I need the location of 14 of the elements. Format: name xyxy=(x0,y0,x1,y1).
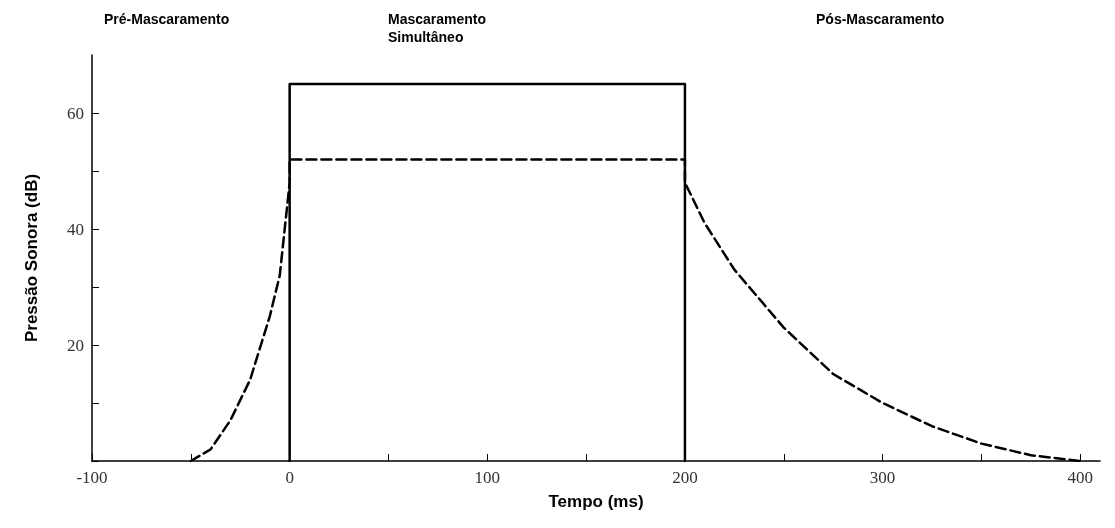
x-tick-label: 100 xyxy=(474,468,501,487)
text: Mascaramento Simultâneo xyxy=(388,11,490,45)
y-tick-label: 20 xyxy=(67,335,84,355)
y-tick-label: 60 xyxy=(67,103,84,123)
y-axis-title: Pressão Sonora (dB) xyxy=(22,173,41,343)
text: Pré-Mascaramento xyxy=(104,11,230,27)
y-tick-label: 40 xyxy=(67,219,84,239)
x-tick-label: 200 xyxy=(672,468,698,487)
x-tick-label: 400 xyxy=(1067,468,1093,487)
x-tick-label: 0 xyxy=(285,468,294,487)
x-tick-label: 300 xyxy=(869,468,896,487)
x-axis-title: Tempo (ms) xyxy=(548,492,644,511)
text: Pós-Mascaramento xyxy=(816,11,945,27)
x-tick-label: -100 xyxy=(76,468,108,487)
